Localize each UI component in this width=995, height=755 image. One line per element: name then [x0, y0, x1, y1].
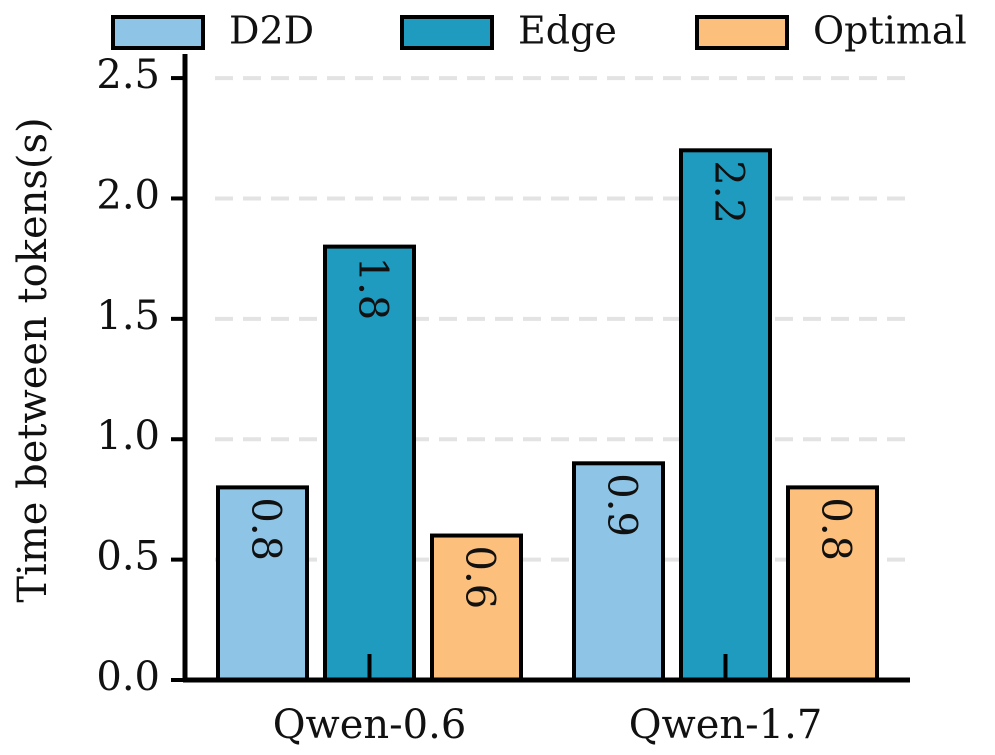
legend-label: Edge [518, 9, 617, 53]
value-label: 0.9 [599, 473, 645, 537]
legend-swatch [400, 15, 494, 50]
y-axis-label: Time between tokens(s) [10, 117, 56, 602]
y-tick-label: 0.5 [96, 534, 160, 580]
y-tick-label: 1.0 [96, 413, 160, 459]
value-label: 2.2 [706, 160, 752, 224]
value-label: 0.6 [457, 546, 503, 610]
bar [323, 244, 416, 682]
legend-label: D2D [229, 9, 314, 53]
y-tick-label: 1.5 [96, 293, 160, 339]
value-label: 1.8 [350, 257, 396, 321]
legend-label: Optimal [813, 9, 967, 53]
x-tick-label: Qwen-0.6 [273, 702, 467, 748]
y-tick-label: 2.5 [96, 52, 160, 98]
value-label: 0.8 [242, 497, 288, 561]
bar [679, 148, 772, 683]
y-tick-label: 0.0 [96, 654, 160, 700]
bar [572, 461, 665, 682]
y-tick-label: 2.0 [96, 172, 160, 218]
legend-swatch [111, 15, 205, 50]
bar [786, 485, 879, 682]
legend-swatch [695, 15, 789, 50]
value-label: 0.8 [813, 497, 859, 561]
x-tick-label: Qwen-1.7 [629, 702, 823, 748]
bar [430, 533, 523, 682]
